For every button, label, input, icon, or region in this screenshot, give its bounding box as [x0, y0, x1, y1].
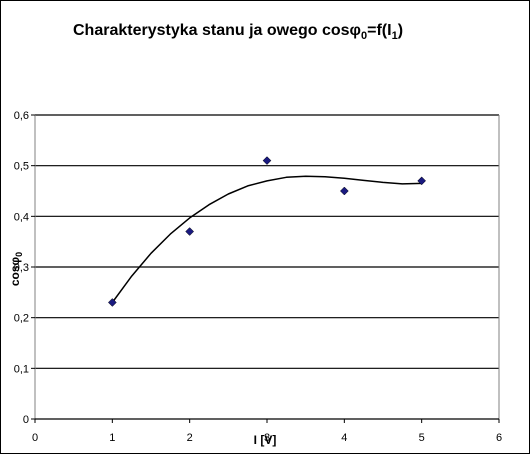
y-tick-label: 0,4: [14, 211, 29, 223]
x-tick-label: 4: [341, 432, 347, 444]
data-point: [107, 298, 117, 307]
chart-title-sub: 0: [361, 30, 367, 42]
y-tick-label: 0,3: [14, 262, 29, 274]
y-tick-labels: 0 0,1 0,2 0,3 0,4 0,5 0,6: [14, 110, 29, 426]
data-point: [417, 176, 427, 186]
x-tick-label: 3: [264, 432, 270, 444]
trendline-layer: [111, 175, 422, 303]
y-tick-label: 0: [23, 414, 29, 426]
chart-title-tail: =f(I: [367, 22, 391, 39]
data-point: [185, 227, 195, 236]
x-tick-label: 6: [496, 432, 502, 444]
x-tick-labels: 0 1 2 3 4 5 6: [32, 432, 502, 444]
y-axis-title: cosφ0: [8, 252, 24, 286]
axes: [31, 114, 500, 423]
x-axis-title: I [V]: [254, 433, 277, 447]
data-points: [107, 156, 427, 307]
y-axis-title-sub: 0: [14, 252, 24, 257]
x-tick-label: 1: [109, 432, 115, 444]
y-tick-label: 0,5: [14, 161, 29, 173]
data-point: [262, 156, 272, 165]
chart-title: Charakterystyka stanu ja owego cosφ0=f(I…: [73, 22, 403, 42]
chart-title-tail-sub: 1: [392, 30, 398, 42]
x-tick-label: 2: [187, 432, 193, 444]
y-axis-title-main: cosφ: [8, 256, 22, 286]
y-tick-label: 0,2: [14, 313, 29, 325]
y-tick-label: 0,6: [14, 110, 29, 122]
data-point: [339, 186, 349, 196]
chart-title-main: Charakterystyka stanu ja owego cosφ: [73, 22, 361, 39]
trendline: [111, 175, 422, 303]
x-tick-label: 0: [32, 432, 38, 444]
x-tick-label: 5: [419, 432, 425, 444]
gridlines: [35, 114, 499, 369]
chart-title-end: ): [398, 22, 403, 39]
y-tick-label: 0,1: [14, 363, 29, 375]
